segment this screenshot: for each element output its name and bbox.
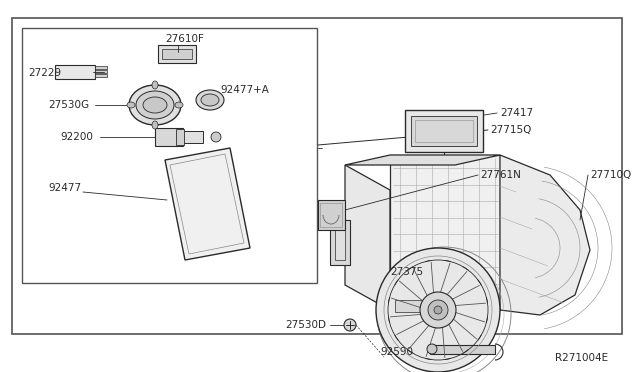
- Bar: [158, 45, 196, 63]
- Bar: [95, 74, 107, 77]
- Text: 92477+A: 92477+A: [220, 85, 269, 95]
- Bar: [162, 49, 192, 59]
- Bar: [430, 345, 495, 354]
- Polygon shape: [165, 148, 250, 260]
- Polygon shape: [345, 155, 500, 165]
- Text: 27715Q: 27715Q: [490, 125, 531, 135]
- Circle shape: [211, 132, 221, 142]
- Bar: [95, 66, 107, 69]
- Circle shape: [420, 292, 456, 328]
- Bar: [55, 65, 95, 79]
- Bar: [183, 131, 203, 143]
- Text: 27530G: 27530G: [48, 100, 89, 110]
- Polygon shape: [345, 165, 390, 310]
- Bar: [415, 120, 473, 142]
- Text: 92590: 92590: [380, 347, 413, 357]
- Ellipse shape: [196, 90, 224, 110]
- Bar: [330, 220, 350, 265]
- Ellipse shape: [152, 81, 158, 89]
- Ellipse shape: [175, 102, 183, 108]
- Circle shape: [344, 319, 356, 331]
- Text: 92200: 92200: [60, 132, 93, 142]
- Bar: [95, 70, 107, 73]
- Circle shape: [427, 344, 437, 354]
- Polygon shape: [318, 200, 345, 230]
- Bar: [22, 28, 317, 283]
- Text: 27610F: 27610F: [165, 34, 204, 44]
- Text: 27229: 27229: [28, 68, 61, 78]
- Ellipse shape: [129, 85, 181, 125]
- Text: 27710Q: 27710Q: [590, 170, 631, 180]
- Circle shape: [428, 300, 448, 320]
- Polygon shape: [500, 155, 590, 315]
- Bar: [405, 110, 483, 152]
- Bar: [176, 129, 184, 145]
- Text: 92477: 92477: [48, 183, 81, 193]
- Bar: [395, 300, 445, 312]
- Bar: [411, 116, 477, 146]
- Polygon shape: [390, 155, 500, 310]
- Ellipse shape: [127, 102, 135, 108]
- Bar: [155, 128, 183, 146]
- Bar: [320, 203, 342, 227]
- Text: 27417: 27417: [500, 108, 533, 118]
- Bar: [12, 18, 622, 334]
- Ellipse shape: [201, 94, 219, 106]
- Text: 27530D: 27530D: [285, 320, 326, 330]
- Ellipse shape: [152, 121, 158, 129]
- Ellipse shape: [143, 97, 167, 113]
- Bar: [335, 225, 345, 260]
- Text: 27761N: 27761N: [480, 170, 521, 180]
- Circle shape: [434, 306, 442, 314]
- Circle shape: [376, 248, 500, 372]
- Text: R271004E: R271004E: [555, 353, 608, 363]
- Bar: [390, 295, 450, 315]
- Ellipse shape: [136, 91, 174, 119]
- Text: 27375: 27375: [390, 267, 423, 277]
